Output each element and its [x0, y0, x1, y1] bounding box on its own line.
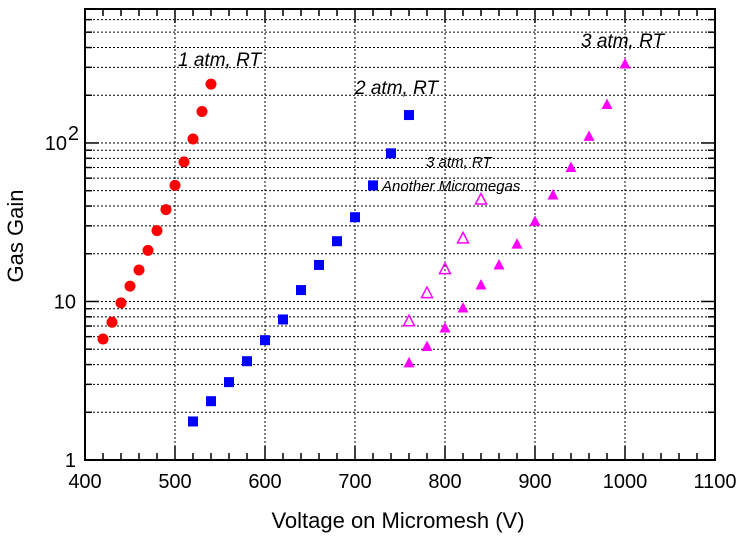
x-tick-label: 500: [158, 471, 191, 493]
point-circle: [124, 280, 136, 292]
point-triangle: [511, 238, 523, 249]
x-tick-label: 700: [338, 471, 371, 493]
point-circle: [151, 225, 163, 237]
y-tick-label: 10: [45, 133, 67, 155]
annotation-2atm: 2 atm, RT: [354, 78, 439, 99]
point-triangle: [457, 301, 469, 313]
point-circle: [196, 105, 208, 117]
x-axis-label: Voltage on Micromesh (V): [271, 508, 524, 533]
y-tick-exponent: 2: [68, 123, 79, 145]
annotation-3atm-other: 3 atm, RT: [426, 154, 493, 171]
point-square: [368, 180, 378, 191]
point-square: [404, 110, 414, 121]
point-triangle: [403, 356, 415, 368]
point-square: [350, 212, 360, 223]
point-triangle-open: [438, 261, 452, 275]
point-circle: [106, 316, 118, 328]
point-square: [278, 314, 288, 325]
point-triangle: [583, 130, 595, 141]
point-square: [296, 285, 306, 296]
point-triangle: [475, 279, 487, 290]
point-square: [188, 416, 198, 427]
point-triangle-open: [474, 191, 488, 205]
point-circle: [178, 156, 190, 168]
point-triangle: [619, 57, 631, 69]
point-circle: [97, 333, 109, 345]
point-triangle-open: [402, 313, 416, 327]
x-tick-label: 1100: [693, 471, 736, 493]
point-circle: [133, 264, 145, 276]
grid-lines: [85, 8, 715, 460]
point-circle: [169, 179, 181, 191]
point-square: [206, 396, 216, 407]
point-triangle: [565, 161, 577, 173]
point-square: [224, 377, 234, 388]
annotation-3atm: 3 atm, RT: [581, 31, 665, 52]
point-triangle-open: [456, 230, 470, 244]
point-circle: [187, 133, 199, 145]
x-tick-label: 400: [68, 471, 101, 493]
point-triangle: [421, 340, 433, 352]
y-axis-label: Gas Gain: [3, 190, 28, 283]
point-triangle-open: [420, 285, 434, 299]
point-triangle: [493, 258, 505, 270]
y-tick-label: 10: [54, 291, 76, 313]
plot-border: [84, 8, 716, 461]
point-circle: [205, 78, 217, 90]
point-square: [314, 259, 324, 270]
x-tick-label: 800: [428, 471, 461, 493]
x-tick-label: 600: [248, 471, 281, 493]
y-tick-label: 1: [65, 450, 76, 472]
point-square: [386, 148, 396, 159]
point-square: [242, 356, 252, 367]
point-circle: [160, 204, 172, 216]
annotation-1atm: 1 atm, RT: [178, 50, 262, 71]
x-tick-label: 900: [518, 471, 551, 493]
point-square: [332, 236, 342, 247]
point-triangle: [547, 188, 559, 200]
point-triangle: [601, 98, 613, 109]
point-triangle: [529, 215, 541, 226]
data-marks: [97, 57, 631, 427]
plot-frame: [84, 8, 716, 461]
point-circle: [142, 244, 154, 256]
point-triangle: [439, 322, 451, 333]
point-square: [260, 335, 270, 346]
x-tick-label: 1000: [603, 471, 648, 493]
point-circle: [115, 297, 127, 309]
annotation-another-micromegas: Another Micromegas: [381, 178, 521, 195]
